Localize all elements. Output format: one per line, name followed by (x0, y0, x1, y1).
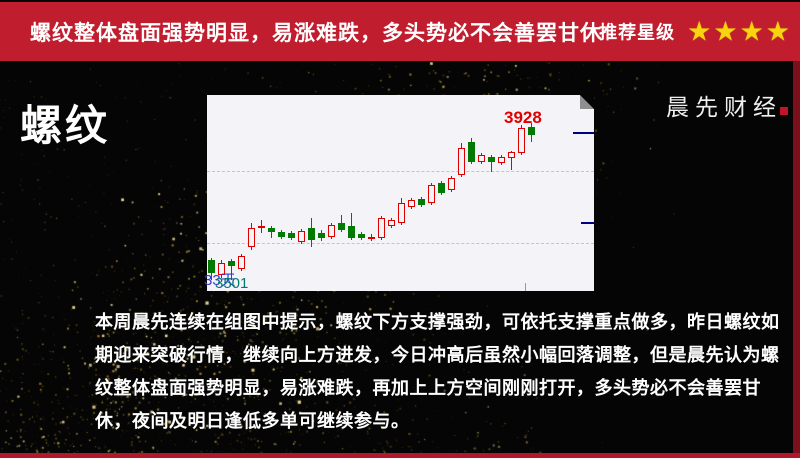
candle (468, 142, 475, 163)
star-icon: ★ (765, 16, 790, 46)
commentary-paragraph: 本周晨先连续在组图中提示，螺纹下方支撑强劲，可依托支撑重点做多，昨日螺纹如 期迎… (95, 306, 785, 438)
candle (288, 233, 295, 238)
page-title: 螺纹 (20, 102, 111, 149)
candle (478, 155, 485, 163)
candle (488, 157, 495, 163)
chart-annotation-days: 33天 (204, 272, 236, 289)
candle (298, 230, 305, 242)
price-axis-tick (573, 132, 594, 135)
right-edge-bar (793, 61, 800, 458)
star-icon: ★ (739, 16, 764, 46)
candlestick-chart-panel: 3928 33天 3501 (204, 95, 594, 292)
candle (218, 263, 225, 275)
paragraph-line: 本周晨先连续在组图中提示，螺纹下方支撑强劲，可依托支撑重点做多，昨日螺纹如 (95, 312, 780, 332)
candle (428, 185, 435, 204)
candle (358, 234, 365, 238)
candle-wick (271, 226, 272, 238)
candle (378, 218, 385, 238)
rating-stars: ★ ★ ★ ★ (685, 18, 790, 45)
rating-label: 推荐星级 (599, 22, 676, 43)
chart-high-label: 3928 (504, 108, 542, 127)
gridline (207, 243, 594, 244)
brand-name: 晨先财经 (666, 94, 782, 120)
candle (528, 127, 535, 136)
candle (238, 256, 245, 269)
brand-dot-icon (780, 107, 788, 115)
brand-logo: 晨先财经 (666, 88, 788, 122)
paragraph-line: 期迎来突破行情，继续向上方进发，今日冲高后虽然小幅回落调整，但是晨先认为螺 (95, 345, 780, 365)
candle (508, 152, 515, 159)
candle (388, 220, 395, 227)
candle-wick (491, 155, 492, 173)
banner-headline: 螺纹整体盘面强势明显，易涨难跌，多头势必不会善罢甘休 (30, 21, 602, 45)
page-fold-icon (580, 95, 594, 109)
candle-wick (231, 259, 232, 280)
paragraph-line: 休，夜间及明日逢低多单可继续参与。 (95, 411, 410, 431)
candle (408, 200, 415, 208)
paragraph-line: 纹整体盘面强势明显，易涨难跌，再加上上方空间刚刚打开，多头势必不会善罢甘 (95, 378, 761, 398)
candle-wick (511, 151, 512, 171)
candle (258, 226, 265, 229)
candle (308, 228, 315, 241)
candle (398, 203, 405, 224)
x-axis-tick (525, 283, 526, 291)
candle (268, 228, 275, 232)
candle (448, 178, 455, 191)
candle (438, 183, 445, 194)
gridline (207, 171, 594, 173)
candle (338, 223, 345, 231)
star-icon: ★ (713, 16, 738, 46)
candle (328, 225, 335, 238)
candle (228, 261, 235, 267)
candle (208, 259, 215, 274)
candle (278, 232, 285, 238)
candle (498, 157, 505, 164)
candle (248, 228, 255, 248)
candle (368, 237, 375, 240)
bottom-edge-bar (0, 453, 800, 458)
chart-plot-area (207, 95, 594, 291)
rating-block: 推荐星级 ★ ★ ★ ★ (599, 18, 790, 45)
price-axis-tick (581, 222, 594, 225)
top-banner: 螺纹整体盘面强势明显，易涨难跌，多头势必不会善罢甘休 推荐星级 ★ ★ ★ ★ (0, 2, 800, 61)
candle (458, 148, 465, 176)
chart-annotation-low: 3501 (215, 275, 249, 292)
star-icon: ★ (687, 16, 712, 46)
candle (318, 233, 325, 238)
candle (418, 199, 425, 206)
candle (518, 128, 525, 154)
candle (348, 226, 355, 238)
